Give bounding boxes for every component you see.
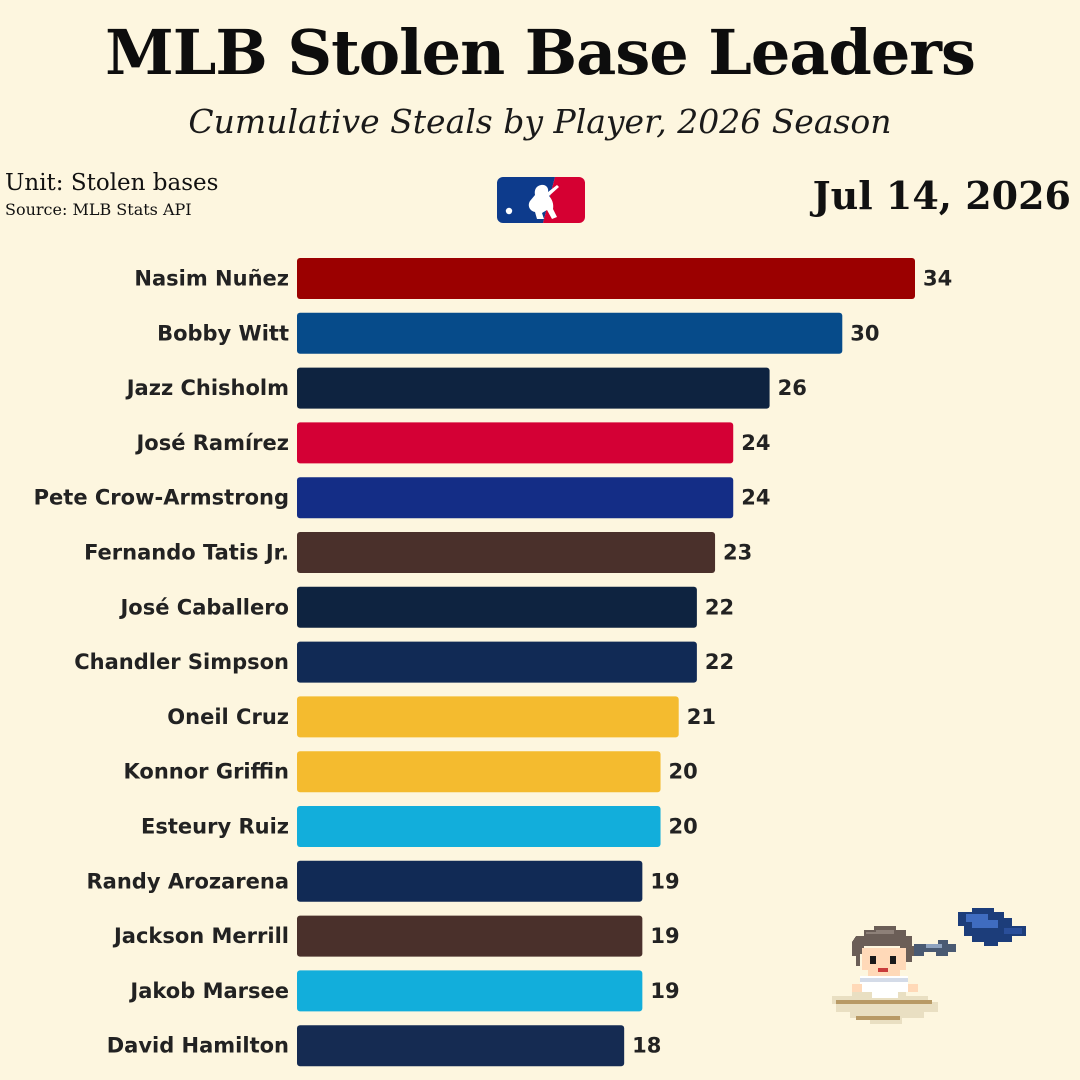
bar-11	[297, 860, 643, 902]
bar-value-2: 26	[778, 376, 807, 400]
bar-5	[297, 532, 716, 573]
bar-10	[297, 806, 661, 847]
bar-value-3: 24	[741, 431, 770, 455]
bar-label-6: José Caballero	[118, 595, 289, 619]
source-label: Source: MLB Stats API	[5, 200, 192, 219]
pixel-runner-sliding-icon	[832, 908, 1026, 1024]
bar-7	[297, 641, 697, 683]
bar-label-14: David Hamilton	[107, 1034, 289, 1058]
bar-value-14: 18	[632, 1034, 661, 1058]
bar-12	[297, 915, 643, 957]
bar-label-9: Konnor Griffin	[124, 760, 290, 784]
bar-value-8: 21	[687, 705, 716, 729]
page-subtitle: Cumulative Steals by Player, 2026 Season	[188, 102, 892, 141]
bar-label-12: Jackson Merrill	[112, 924, 289, 948]
bar-label-10: Esteury Ruiz	[141, 815, 289, 839]
bar-4	[297, 477, 734, 519]
bar-label-4: Pete Crow-Armstrong	[34, 486, 289, 510]
bars-group: Nasim Nuñez 34 Bobby Witt 30 Jazz Chisholm 26…	[34, 258, 952, 1067]
bar-14	[297, 1025, 625, 1067]
bar-3	[297, 422, 734, 464]
bar-value-6: 22	[705, 595, 734, 619]
bar-label-1: Bobby Witt	[157, 321, 289, 345]
bar-value-7: 22	[705, 650, 734, 674]
bar-label-13: Jakob Marsee	[128, 979, 289, 1003]
bar-13	[297, 970, 643, 1012]
bar-8	[297, 696, 679, 738]
date-label: Jul 14, 2026	[812, 173, 1071, 218]
bar-label-11: Randy Arozarena	[87, 869, 289, 893]
bar-label-8: Oneil Cruz	[167, 705, 289, 729]
bar-value-0: 34	[923, 267, 952, 291]
bar-label-3: José Ramírez	[134, 431, 289, 455]
bar-label-0: Nasim Nuñez	[134, 267, 289, 291]
bar-value-1: 30	[850, 321, 879, 345]
bar-value-4: 24	[741, 486, 770, 510]
bar-value-13: 19	[650, 979, 679, 1003]
bar-label-5: Fernando Tatis Jr.	[84, 541, 289, 565]
bar-value-11: 19	[650, 869, 679, 893]
mlb-logo-icon	[497, 177, 585, 223]
bar-label-7: Chandler Simpson	[74, 650, 289, 674]
bar-value-5: 23	[723, 541, 752, 565]
bar-9	[297, 751, 661, 793]
bar-6	[297, 586, 697, 628]
bar-value-9: 20	[669, 760, 698, 784]
bar-2	[297, 367, 770, 409]
bar-value-12: 19	[650, 924, 679, 948]
bar-1	[297, 312, 843, 354]
unit-label: Unit: Stolen bases	[5, 170, 219, 196]
bar-value-10: 20	[669, 815, 698, 839]
page-title: MLB Stolen Base Leaders	[105, 16, 976, 89]
bar-label-2: Jazz Chisholm	[125, 376, 289, 400]
bar-0	[297, 258, 915, 299]
